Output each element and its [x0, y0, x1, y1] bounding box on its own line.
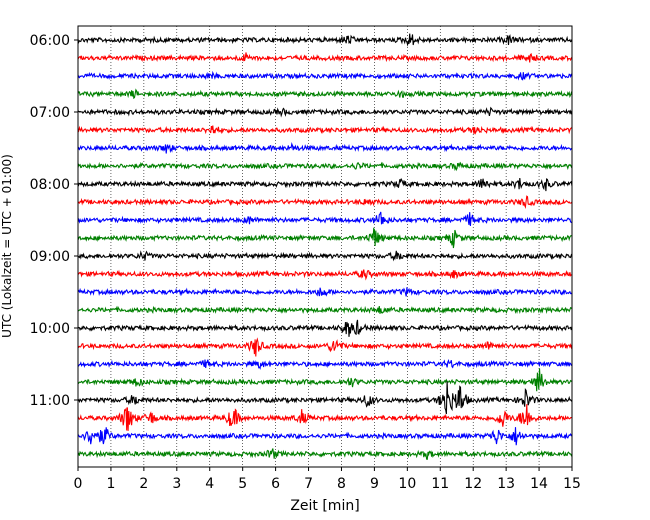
seismic-trace	[77, 52, 573, 63]
x-tick-label: 7	[304, 476, 313, 492]
seismic-trace	[77, 427, 573, 446]
seismic-trace	[77, 88, 573, 100]
seismic-trace	[77, 305, 573, 315]
seismic-trace	[77, 368, 573, 392]
x-tick-label: 6	[271, 476, 280, 492]
x-tick-label: 3	[172, 476, 181, 492]
x-tick-label: 0	[74, 476, 83, 492]
seismic-trace	[77, 211, 573, 227]
seismic-trace	[77, 70, 573, 81]
seismic-trace	[77, 269, 573, 281]
seismic-trace	[77, 337, 573, 357]
seismic-trace	[77, 250, 573, 262]
y-tick-label: 11:00	[30, 393, 70, 409]
x-tick-label: 9	[370, 476, 379, 492]
y-tick-label: 09:00	[30, 249, 70, 265]
x-tick-label: 5	[238, 476, 247, 492]
x-tick-label: 8	[337, 476, 346, 492]
y-axis-label: UTC (Lokalzeit = UTC + 01:00)	[0, 154, 14, 338]
x-axis-ticks: 0 1 2 3 4 5 6 7 8 9 10 11 12 13 14 15	[74, 467, 581, 492]
x-tick-label: 13	[497, 476, 515, 492]
y-tick-label: 06:00	[30, 33, 70, 49]
y-tick-label: 07:00	[30, 105, 70, 121]
y-axis-ticks: 06:00 07:00 08:00 09:00 10:00 11:00	[30, 33, 78, 409]
seismic-trace	[77, 381, 573, 415]
seismic-trace	[77, 287, 573, 297]
y-tick-label: 10:00	[30, 321, 70, 337]
seismic-trace	[77, 177, 573, 192]
y-tick-label: 08:00	[30, 177, 70, 193]
trace-group	[77, 33, 573, 460]
x-tick-label: 4	[205, 476, 214, 492]
plot-frame	[77, 25, 573, 468]
x-tick-label: 10	[398, 476, 416, 492]
x-tick-label: 12	[464, 476, 482, 492]
seismic-trace	[77, 404, 573, 431]
seismic-trace	[77, 227, 573, 249]
seismic-trace	[77, 195, 573, 209]
x-tick-label: 15	[563, 476, 581, 492]
seismic-trace	[77, 358, 573, 370]
seismic-trace	[77, 448, 573, 460]
x-tick-label: 11	[431, 476, 449, 492]
x-tick-label: 2	[139, 476, 148, 492]
seismic-trace	[77, 141, 573, 154]
seismic-trace	[77, 161, 573, 172]
seismic-trace	[77, 106, 573, 118]
x-axis-label: Zeit [min]	[290, 498, 359, 514]
x-tick-label: 14	[530, 476, 548, 492]
seismic-trace	[77, 319, 573, 337]
seismic-trace	[77, 125, 573, 135]
x-tick-label: 1	[106, 476, 115, 492]
seismic-trace	[77, 33, 573, 47]
